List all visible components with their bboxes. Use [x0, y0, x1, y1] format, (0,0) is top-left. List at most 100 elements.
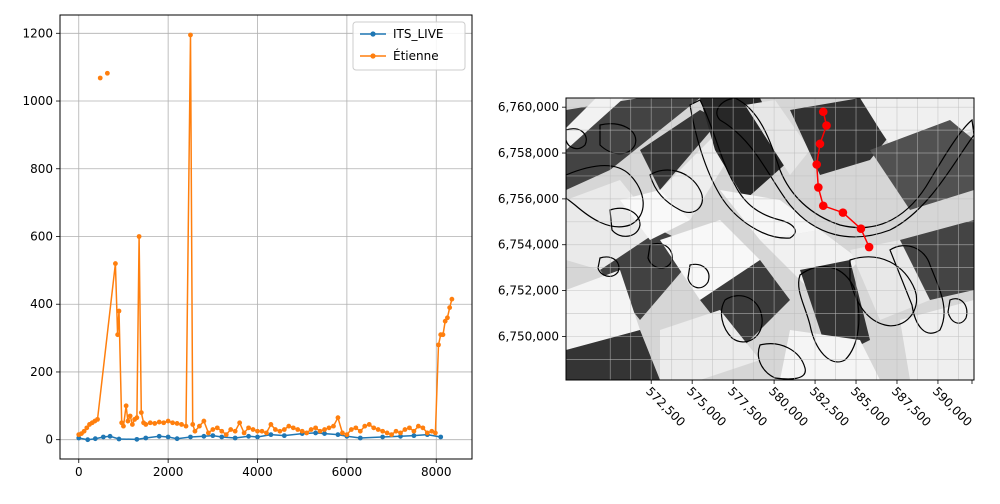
map-x-tick-label: 582,500: [807, 384, 852, 429]
left-plot-background: [60, 15, 472, 459]
series-point-1: [237, 420, 243, 426]
series-point-1: [190, 422, 196, 427]
series-point-1: [210, 427, 216, 432]
series-point-1: [357, 428, 363, 434]
left-y-tick-label: 0: [45, 433, 53, 447]
series-point-1: [138, 410, 144, 416]
left-x-tick-label: 0: [75, 465, 83, 479]
series-point-1: [393, 428, 399, 434]
map-x-tick-label: 585,000: [848, 384, 893, 429]
map-y-tick-label: 6,752,000: [498, 284, 559, 298]
series-point-1: [250, 427, 256, 432]
left-y-tick-label: 200: [30, 365, 53, 379]
series-point-0: [411, 433, 417, 439]
map-y-tick-label: 6,758,000: [498, 146, 559, 160]
legend-label-its-live: ITS_LIVE: [393, 27, 444, 41]
left-y-tick-label: 400: [30, 297, 53, 311]
series-point-1: [264, 430, 269, 436]
map-y-tick-label: 6,760,000: [498, 100, 559, 114]
series-point-1: [81, 428, 87, 434]
series-point-1: [125, 418, 131, 424]
series-point-0: [143, 435, 149, 441]
series-point-0: [219, 434, 225, 440]
series-point-1: [277, 428, 283, 434]
track-point: [864, 242, 874, 252]
glacier-outline: [566, 128, 587, 150]
series-point-1: [170, 420, 176, 426]
series-point-1: [429, 428, 435, 434]
series-point-0: [85, 437, 91, 443]
shade-patch: [566, 270, 640, 350]
series-point-0: [322, 431, 327, 436]
series-point-1: [384, 430, 390, 436]
series-point-1: [322, 427, 327, 432]
series-point-1: [241, 430, 247, 436]
series-point-1: [152, 421, 158, 426]
shade-patch: [860, 98, 974, 160]
series-point-1: [174, 421, 180, 426]
series-point-1: [286, 423, 292, 429]
series-point-1: [201, 418, 207, 424]
shade-patch: [900, 300, 974, 380]
shade-patch: [745, 100, 810, 175]
series-point-0: [232, 435, 238, 441]
series-point-1: [121, 423, 126, 429]
series-point-0: [156, 433, 162, 439]
series-point-1: [348, 427, 354, 432]
map-x-tick-label: 575,000: [684, 384, 729, 429]
track-point: [815, 139, 825, 149]
series-point-1: [192, 428, 198, 434]
legend-label-etienne: Étienne: [393, 48, 439, 63]
shade-patch: [660, 220, 760, 300]
series-point-1: [420, 425, 426, 431]
series-point-1: [299, 428, 305, 434]
left-y-tick-label: 800: [30, 162, 53, 176]
series-point-1: [380, 428, 386, 434]
series-point-1: [223, 432, 229, 438]
series-point-1: [445, 315, 450, 321]
series-point-0: [268, 432, 274, 438]
series-point-1: [308, 427, 314, 432]
glacier-outline: [687, 263, 710, 289]
series-point-1: [143, 422, 149, 427]
track-point: [838, 208, 848, 217]
glacier-outline: [849, 256, 918, 327]
series-point-1: [115, 332, 121, 338]
series-point-1: [424, 430, 430, 436]
series-point-1: [246, 425, 251, 431]
left-y-tick-label: 1000: [22, 94, 53, 108]
glacier-outline: [720, 295, 763, 343]
map-y-tick-label: 6,754,000: [498, 238, 559, 252]
left-y-tick-label: 600: [30, 229, 53, 243]
shade-patch: [660, 310, 760, 380]
series-point-0: [107, 433, 113, 439]
series-point-1: [449, 296, 455, 302]
map-y-tick-label: 6,750,000: [498, 329, 559, 343]
map-x-tick-label: 590,000: [930, 384, 975, 429]
series-point-1: [219, 428, 225, 434]
series-point-1: [232, 428, 238, 434]
series-point-0: [201, 433, 207, 439]
series-point-0: [398, 433, 403, 439]
series-point-0: [313, 430, 319, 436]
series-point-1: [123, 403, 129, 409]
series-point-1: [442, 318, 448, 324]
series-point-1: [179, 422, 184, 427]
map-x-tick-label: 572,500: [643, 384, 688, 429]
series-point-1: [411, 428, 417, 434]
series-point-1: [402, 427, 408, 432]
series-point-1: [326, 425, 332, 431]
series-point-0: [246, 433, 251, 439]
series-point-1: [272, 427, 278, 432]
left-plot-frame: [59, 14, 473, 460]
shade-patch: [566, 98, 700, 190]
glacier-outline: [889, 245, 945, 334]
series-point-0: [188, 434, 193, 440]
left-x-tick-label: 6000: [332, 465, 363, 479]
glacier-outline: [599, 123, 637, 155]
series-point-1: [134, 415, 140, 421]
series-point-0: [165, 434, 171, 440]
series-point-1: [344, 432, 350, 438]
shade-patch: [566, 98, 624, 150]
series-point-1: [335, 415, 341, 421]
